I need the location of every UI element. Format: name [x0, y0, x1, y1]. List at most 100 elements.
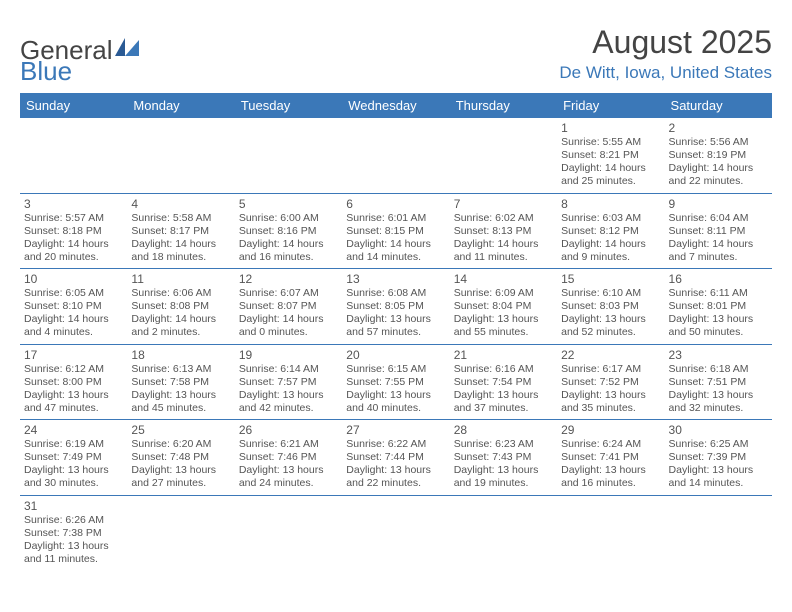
sunrise-text: Sunrise: 6:01 AM [346, 212, 445, 225]
day-info: Sunrise: 6:16 AMSunset: 7:54 PMDaylight:… [454, 363, 553, 416]
daylight-text: Daylight: 14 hours and 2 minutes. [131, 313, 230, 339]
sunset-text: Sunset: 8:10 PM [24, 300, 123, 313]
day-number: 29 [561, 423, 660, 437]
day-info: Sunrise: 6:12 AMSunset: 8:00 PMDaylight:… [24, 363, 123, 416]
day-number: 26 [239, 423, 338, 437]
calendar-cell: 24Sunrise: 6:19 AMSunset: 7:49 PMDayligh… [20, 420, 127, 496]
day-info: Sunrise: 6:01 AMSunset: 8:15 PMDaylight:… [346, 212, 445, 265]
sunset-text: Sunset: 7:49 PM [24, 451, 123, 464]
calendar-cell: 16Sunrise: 6:11 AMSunset: 8:01 PMDayligh… [665, 269, 772, 345]
daylight-text: Daylight: 14 hours and 25 minutes. [561, 162, 660, 188]
daylight-text: Daylight: 13 hours and 16 minutes. [561, 464, 660, 490]
day-number: 8 [561, 197, 660, 211]
day-number: 19 [239, 348, 338, 362]
sunset-text: Sunset: 8:04 PM [454, 300, 553, 313]
day-info: Sunrise: 6:11 AMSunset: 8:01 PMDaylight:… [669, 287, 768, 340]
day-info: Sunrise: 6:06 AMSunset: 8:08 PMDaylight:… [131, 287, 230, 340]
daylight-text: Daylight: 13 hours and 32 minutes. [669, 389, 768, 415]
title-block: August 2025 De Witt, Iowa, United States [559, 24, 772, 83]
weekday-header: Tuesday [235, 93, 342, 118]
daylight-text: Daylight: 14 hours and 22 minutes. [669, 162, 768, 188]
sunset-text: Sunset: 7:58 PM [131, 376, 230, 389]
calendar-cell [450, 495, 557, 570]
sunrise-text: Sunrise: 6:07 AM [239, 287, 338, 300]
day-number: 12 [239, 272, 338, 286]
daylight-text: Daylight: 13 hours and 50 minutes. [669, 313, 768, 339]
sunrise-text: Sunrise: 6:16 AM [454, 363, 553, 376]
sunrise-text: Sunrise: 6:22 AM [346, 438, 445, 451]
sunset-text: Sunset: 8:07 PM [239, 300, 338, 313]
calendar-cell: 29Sunrise: 6:24 AMSunset: 7:41 PMDayligh… [557, 420, 664, 496]
sunset-text: Sunset: 8:21 PM [561, 149, 660, 162]
sunrise-text: Sunrise: 5:57 AM [24, 212, 123, 225]
sunset-text: Sunset: 7:54 PM [454, 376, 553, 389]
sunset-text: Sunset: 8:03 PM [561, 300, 660, 313]
day-info: Sunrise: 6:14 AMSunset: 7:57 PMDaylight:… [239, 363, 338, 416]
day-info: Sunrise: 6:03 AMSunset: 8:12 PMDaylight:… [561, 212, 660, 265]
sunrise-text: Sunrise: 6:11 AM [669, 287, 768, 300]
day-number: 14 [454, 272, 553, 286]
day-info: Sunrise: 6:25 AMSunset: 7:39 PMDaylight:… [669, 438, 768, 491]
day-number: 24 [24, 423, 123, 437]
sunset-text: Sunset: 8:05 PM [346, 300, 445, 313]
sunset-text: Sunset: 8:11 PM [669, 225, 768, 238]
day-number: 16 [669, 272, 768, 286]
daylight-text: Daylight: 13 hours and 40 minutes. [346, 389, 445, 415]
calendar-body: 1Sunrise: 5:55 AMSunset: 8:21 PMDaylight… [20, 118, 772, 570]
day-info: Sunrise: 6:18 AMSunset: 7:51 PMDaylight:… [669, 363, 768, 416]
sunrise-text: Sunrise: 6:15 AM [346, 363, 445, 376]
calendar-cell [127, 118, 234, 193]
day-number: 11 [131, 272, 230, 286]
calendar-cell: 21Sunrise: 6:16 AMSunset: 7:54 PMDayligh… [450, 344, 557, 420]
weekday-header: Friday [557, 93, 664, 118]
day-info: Sunrise: 6:00 AMSunset: 8:16 PMDaylight:… [239, 212, 338, 265]
daylight-text: Daylight: 13 hours and 45 minutes. [131, 389, 230, 415]
calendar-cell: 22Sunrise: 6:17 AMSunset: 7:52 PMDayligh… [557, 344, 664, 420]
daylight-text: Daylight: 13 hours and 52 minutes. [561, 313, 660, 339]
sunset-text: Sunset: 7:39 PM [669, 451, 768, 464]
sunset-text: Sunset: 7:57 PM [239, 376, 338, 389]
sunset-text: Sunset: 8:01 PM [669, 300, 768, 313]
sunrise-text: Sunrise: 5:56 AM [669, 136, 768, 149]
calendar-cell: 19Sunrise: 6:14 AMSunset: 7:57 PMDayligh… [235, 344, 342, 420]
calendar-cell: 30Sunrise: 6:25 AMSunset: 7:39 PMDayligh… [665, 420, 772, 496]
daylight-text: Daylight: 13 hours and 35 minutes. [561, 389, 660, 415]
calendar-cell: 1Sunrise: 5:55 AMSunset: 8:21 PMDaylight… [557, 118, 664, 193]
calendar-cell [235, 495, 342, 570]
day-number: 1 [561, 121, 660, 135]
calendar-cell [235, 118, 342, 193]
sunrise-text: Sunrise: 6:00 AM [239, 212, 338, 225]
calendar-cell [342, 495, 449, 570]
calendar-cell: 5Sunrise: 6:00 AMSunset: 8:16 PMDaylight… [235, 193, 342, 269]
calendar-cell [557, 495, 664, 570]
sunrise-text: Sunrise: 6:23 AM [454, 438, 553, 451]
calendar-cell [665, 495, 772, 570]
sunset-text: Sunset: 7:41 PM [561, 451, 660, 464]
sunset-text: Sunset: 7:52 PM [561, 376, 660, 389]
sunrise-text: Sunrise: 6:20 AM [131, 438, 230, 451]
day-info: Sunrise: 6:22 AMSunset: 7:44 PMDaylight:… [346, 438, 445, 491]
calendar-cell: 31Sunrise: 6:26 AMSunset: 7:38 PMDayligh… [20, 495, 127, 570]
day-info: Sunrise: 6:26 AMSunset: 7:38 PMDaylight:… [24, 514, 123, 567]
day-info: Sunrise: 6:19 AMSunset: 7:49 PMDaylight:… [24, 438, 123, 491]
sunrise-text: Sunrise: 6:18 AM [669, 363, 768, 376]
sunset-text: Sunset: 8:19 PM [669, 149, 768, 162]
daylight-text: Daylight: 13 hours and 14 minutes. [669, 464, 768, 490]
day-number: 21 [454, 348, 553, 362]
day-info: Sunrise: 6:24 AMSunset: 7:41 PMDaylight:… [561, 438, 660, 491]
day-number: 30 [669, 423, 768, 437]
day-number: 13 [346, 272, 445, 286]
sunrise-text: Sunrise: 6:13 AM [131, 363, 230, 376]
daylight-text: Daylight: 13 hours and 47 minutes. [24, 389, 123, 415]
day-number: 3 [24, 197, 123, 211]
sunset-text: Sunset: 7:55 PM [346, 376, 445, 389]
sunrise-text: Sunrise: 6:09 AM [454, 287, 553, 300]
daylight-text: Daylight: 14 hours and 11 minutes. [454, 238, 553, 264]
calendar-cell: 20Sunrise: 6:15 AMSunset: 7:55 PMDayligh… [342, 344, 449, 420]
day-info: Sunrise: 6:10 AMSunset: 8:03 PMDaylight:… [561, 287, 660, 340]
sunrise-text: Sunrise: 5:55 AM [561, 136, 660, 149]
sunset-text: Sunset: 8:12 PM [561, 225, 660, 238]
calendar-cell: 4Sunrise: 5:58 AMSunset: 8:17 PMDaylight… [127, 193, 234, 269]
calendar-cell: 11Sunrise: 6:06 AMSunset: 8:08 PMDayligh… [127, 269, 234, 345]
sunset-text: Sunset: 8:15 PM [346, 225, 445, 238]
